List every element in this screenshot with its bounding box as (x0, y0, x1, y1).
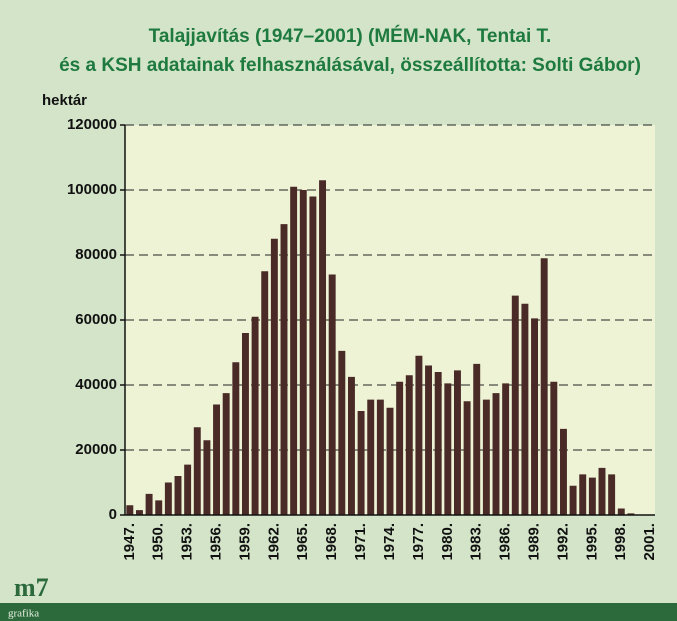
bar (386, 407, 394, 515)
bar (627, 513, 635, 515)
x-tick-label: 1959. (236, 523, 253, 561)
bar (299, 190, 307, 515)
bar (511, 295, 519, 515)
bar (193, 427, 201, 515)
bar (569, 485, 577, 515)
bar (521, 303, 529, 515)
x-tick-label: 1971. (352, 523, 369, 561)
footer-band (0, 603, 677, 621)
x-tick-label: 1965. (294, 523, 311, 561)
y-tick-label: 80000 (75, 246, 117, 263)
bar (145, 493, 153, 515)
y-tick-label: 20000 (75, 441, 117, 458)
bar (164, 482, 172, 515)
bar (338, 350, 346, 515)
y-axis-label: hektár (42, 92, 87, 109)
bar (328, 274, 336, 515)
bar (222, 393, 230, 515)
bar (434, 372, 442, 515)
bar (309, 196, 317, 515)
bar (241, 333, 249, 515)
bar (492, 393, 500, 515)
x-tick-label: 1974. (381, 523, 398, 561)
bar (174, 476, 182, 515)
y-tick-label: 40000 (75, 376, 117, 393)
x-tick-label: 1977. (410, 523, 427, 561)
bar (184, 464, 192, 515)
bar (444, 383, 452, 515)
x-tick-label: 1968. (323, 523, 340, 561)
bar (135, 510, 143, 515)
bar (347, 376, 355, 515)
bar (261, 271, 269, 515)
bar (155, 500, 163, 515)
bar (608, 474, 616, 515)
bar (598, 467, 606, 515)
bar (473, 363, 481, 515)
x-tick-label: 1989. (526, 523, 543, 561)
bar (405, 375, 413, 515)
x-tick-label: 1998. (612, 523, 629, 561)
bar (367, 399, 375, 515)
bar (453, 370, 461, 515)
bar (540, 258, 548, 515)
bar (617, 508, 625, 515)
bar (232, 362, 240, 515)
logo-sub: grafika (8, 608, 39, 620)
bar (270, 238, 278, 515)
chart-subtitle: és a KSH adatainak felhasználásával, öss… (59, 55, 641, 76)
x-tick-label: 1956. (208, 523, 225, 561)
bar (290, 186, 298, 515)
x-tick-label: 1953. (179, 523, 196, 561)
bar (463, 401, 471, 515)
x-tick-label: 1950. (150, 523, 167, 561)
bar (203, 440, 211, 515)
x-tick-label: 1995. (583, 523, 600, 561)
x-tick-label: 1983. (468, 523, 485, 561)
bar (531, 318, 539, 515)
bar (251, 316, 259, 515)
bar (280, 224, 288, 515)
bar (376, 399, 384, 515)
bar (396, 381, 404, 515)
x-tick-label: 1986. (497, 523, 514, 561)
y-tick-label: 60000 (75, 311, 117, 328)
x-tick-label: 1980. (439, 523, 456, 561)
bar (550, 381, 558, 515)
bar (415, 355, 423, 515)
chart-title: Talajjavítás (1947–2001) (MÉM-NAK, Tenta… (149, 25, 552, 47)
y-tick-label: 0 (109, 506, 117, 523)
bar (425, 365, 433, 515)
bar (357, 411, 365, 515)
y-tick-label: 120000 (67, 116, 117, 133)
bar (319, 180, 327, 515)
bar (126, 505, 134, 515)
x-tick-label: 1962. (265, 523, 282, 561)
bar (502, 383, 510, 515)
x-tick-label: 2001. (641, 523, 658, 561)
y-tick-label: 100000 (67, 181, 117, 198)
x-tick-label: 1992. (554, 523, 571, 561)
bar (579, 474, 587, 515)
bar (559, 428, 567, 515)
bar (482, 399, 490, 515)
x-tick-label: 1947. (121, 523, 138, 561)
logo: m7 (14, 573, 49, 602)
bar (588, 477, 596, 515)
bar (213, 404, 221, 515)
